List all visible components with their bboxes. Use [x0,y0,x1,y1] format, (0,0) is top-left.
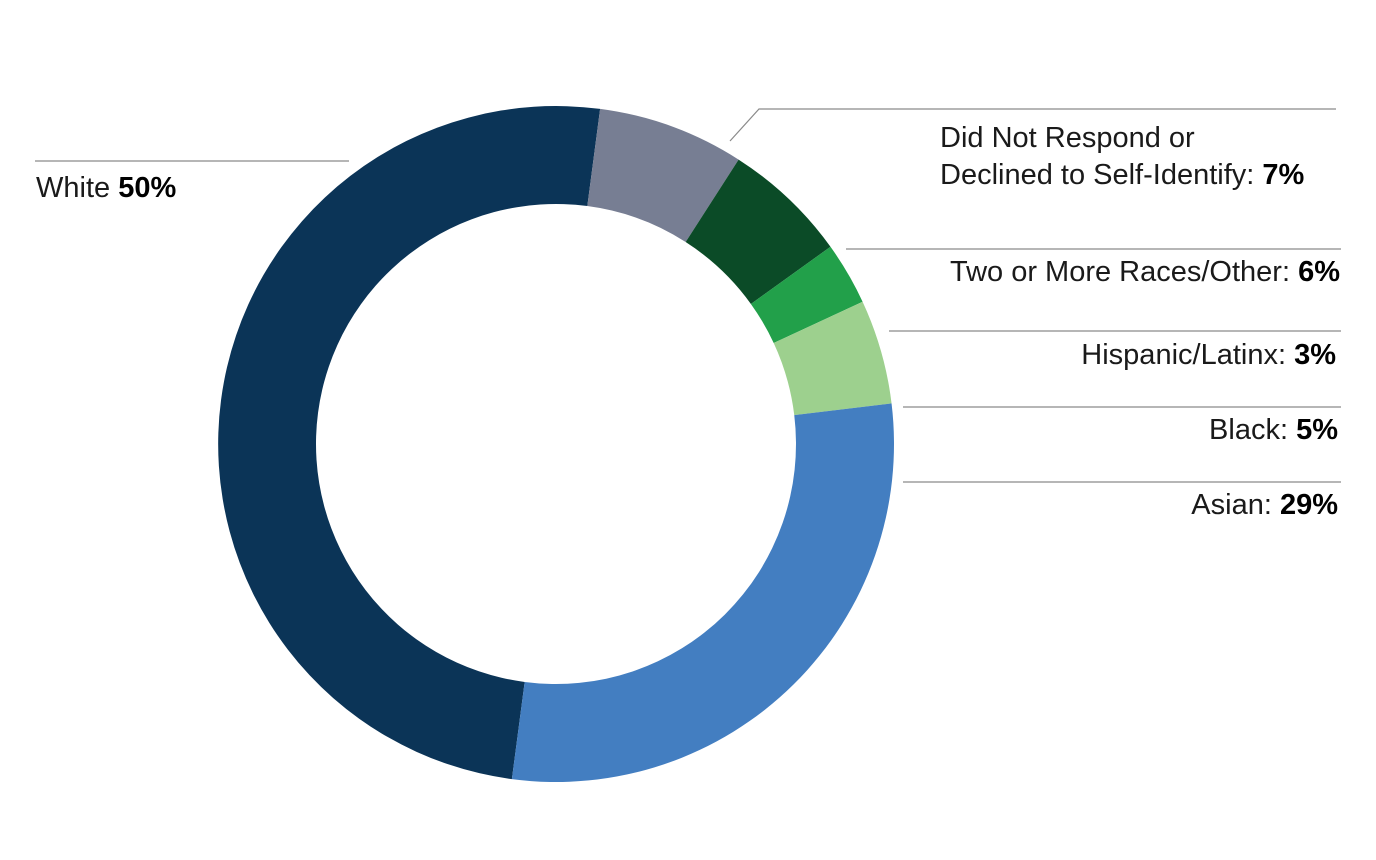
label-black: Black: 5% [1209,412,1338,449]
label-two-or-more-value: 6% [1298,256,1340,288]
label-did-not-respond-line2: Declined to Self-Identify: [940,159,1263,191]
label-white-text: White [36,172,119,204]
donut-slices [218,106,894,782]
leader-line-did-not-respond [729,108,1336,142]
label-two-or-more-text: Two or More Races/Other: [949,256,1299,288]
label-two-or-more: Two or More Races/Other: 6% [950,254,1340,291]
slice-did-not-respond-or-declined-to-self-identify [587,108,739,243]
label-did-not-respond-line1: Did Not Respond or [940,122,1195,154]
label-did-not-respond-value: 7% [1262,159,1305,191]
slice-two-or-more-races-other [685,159,831,304]
label-asian-text: Asian: [1191,489,1280,521]
slice-white [218,106,601,780]
label-did-not-respond-line2-wrap: Declined to Self-Identify: 7% [940,157,1304,194]
label-black-value: 5% [1296,414,1338,446]
slice-hispanic-latinx [750,246,863,343]
label-hispanic-value: 3% [1294,339,1336,371]
label-white: White 50% [36,170,176,207]
label-black-text: Black: [1209,414,1297,446]
label-hispanic: Hispanic/Latinx: 3% [1081,337,1336,374]
label-white-value: 50% [118,172,177,204]
slice-black [773,301,892,416]
leader-lines [35,108,1341,483]
slice-asian [511,403,894,782]
label-hispanic-text: Hispanic/Latinx: [1081,339,1295,371]
label-did-not-respond: Did Not Respond or Declined to Self-Iden… [940,120,1304,194]
label-asian: Asian: 29% [1191,487,1338,524]
label-asian-value: 29% [1279,489,1338,521]
